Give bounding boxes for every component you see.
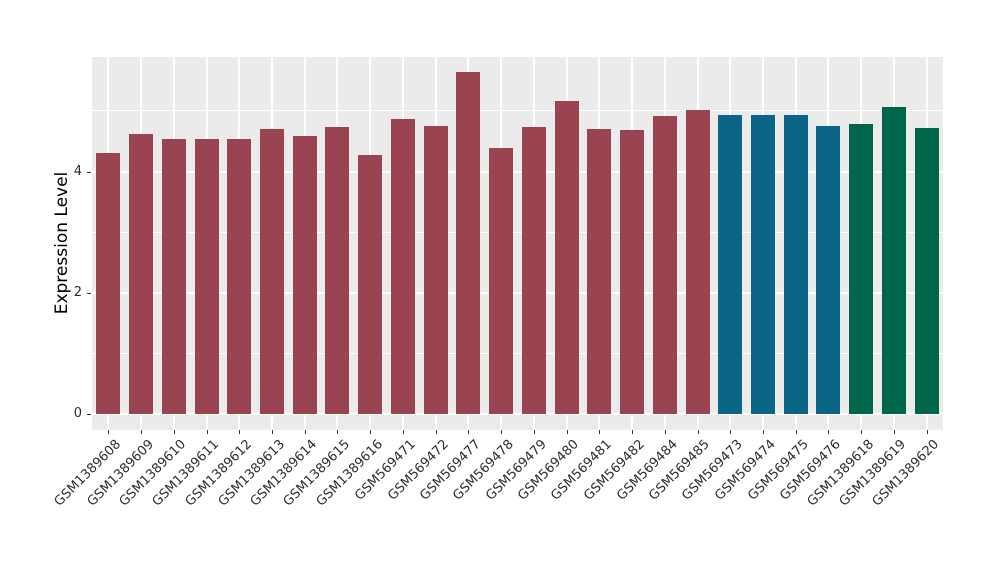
- grid-major-line: [92, 291, 943, 294]
- x-tick-mark: [762, 430, 764, 434]
- expression-bar: [489, 147, 514, 415]
- expression-bar: [849, 123, 874, 415]
- y-tick-mark: [87, 292, 91, 294]
- expression-bar: [750, 114, 775, 415]
- x-tick-mark: [566, 430, 568, 434]
- x-tick-mark: [599, 430, 601, 434]
- x-tick-mark: [141, 430, 143, 434]
- expression-bar: [390, 119, 415, 415]
- expression-bar: [914, 127, 939, 415]
- x-tick-mark: [926, 430, 928, 434]
- x-tick-mark: [664, 430, 666, 434]
- x-tick-mark: [632, 430, 634, 434]
- x-tick-mark: [206, 430, 208, 434]
- expression-bar: [260, 128, 285, 415]
- expression-bar: [881, 107, 906, 415]
- grid-major-line: [92, 413, 943, 416]
- x-tick-mark: [533, 430, 535, 434]
- x-tick-mark: [435, 430, 437, 434]
- expression-bar: [129, 134, 154, 415]
- y-tick-label: 4: [73, 163, 82, 179]
- x-tick-mark: [239, 430, 241, 434]
- x-tick-mark: [697, 430, 699, 434]
- expression-bar: [652, 115, 677, 415]
- x-tick-mark: [828, 430, 830, 434]
- grid-minor-line: [92, 353, 943, 355]
- expression-bar: [554, 100, 579, 415]
- grid-major-line: [92, 170, 943, 173]
- x-tick-mark: [795, 430, 797, 434]
- x-tick-mark: [173, 430, 175, 434]
- expression-bar: [816, 125, 841, 415]
- expression-bar: [325, 127, 350, 415]
- y-tick-label: 2: [73, 284, 82, 300]
- expression-bar: [456, 72, 481, 415]
- expression-bar: [587, 128, 612, 415]
- expression-bar: [358, 154, 383, 415]
- x-tick-mark: [468, 430, 470, 434]
- expression-bar: [161, 138, 186, 415]
- x-tick-mark: [337, 430, 339, 434]
- expression-bar: [96, 153, 121, 415]
- expression-bar: [423, 126, 448, 415]
- x-tick-mark: [501, 430, 503, 434]
- expression-bar: [783, 115, 808, 415]
- x-tick-mark: [272, 430, 274, 434]
- expression-bar: [227, 138, 252, 415]
- expression-bar: [685, 109, 710, 415]
- plot-panel: [92, 57, 943, 430]
- y-tick-mark: [87, 414, 91, 416]
- y-tick-label: 0: [73, 406, 82, 422]
- x-tick-mark: [108, 430, 110, 434]
- expression-bar: [521, 127, 546, 415]
- x-tick-mark: [370, 430, 372, 434]
- grid-minor-line: [92, 110, 943, 112]
- expression-bar: [292, 136, 317, 415]
- expression-bar: [194, 138, 219, 415]
- grid-minor-line: [92, 231, 943, 233]
- x-tick-mark: [304, 430, 306, 434]
- expression-bar: [718, 115, 743, 415]
- x-tick-mark: [402, 430, 404, 434]
- y-tick-mark: [87, 171, 91, 173]
- x-tick-mark: [861, 430, 863, 434]
- expression-bar: [620, 130, 645, 415]
- x-tick-mark: [893, 430, 895, 434]
- x-tick-mark: [730, 430, 732, 434]
